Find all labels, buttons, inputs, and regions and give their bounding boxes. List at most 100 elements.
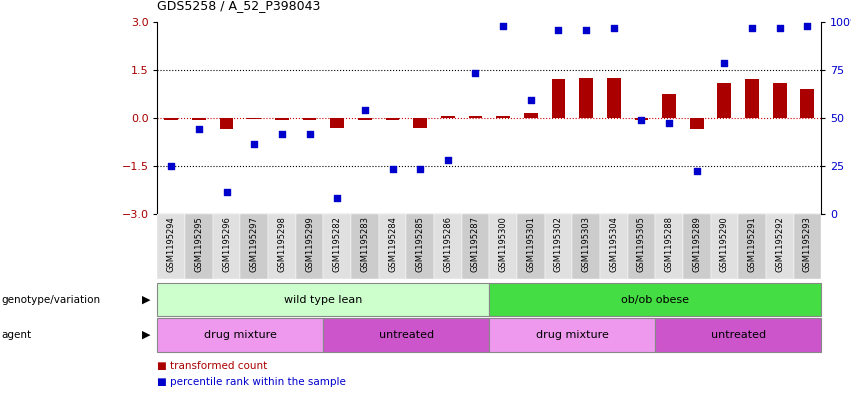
Point [580, 26, 593, 33]
Text: GSM1195291: GSM1195291 [747, 216, 757, 272]
Point [607, 25, 620, 31]
Bar [414, 118, 427, 127]
Text: GSM1195290: GSM1195290 [720, 216, 729, 272]
Text: ■ transformed count: ■ transformed count [157, 361, 268, 371]
Point [662, 119, 676, 126]
Bar [407, 214, 434, 279]
Text: GSM1195283: GSM1195283 [360, 216, 369, 272]
Bar [690, 118, 704, 129]
Point [635, 116, 648, 123]
Bar [496, 116, 510, 118]
Text: GSM1195289: GSM1195289 [692, 216, 701, 272]
Bar [793, 214, 821, 279]
Bar [655, 318, 821, 352]
Text: GDS5258 / A_52_P398043: GDS5258 / A_52_P398043 [157, 0, 321, 12]
Bar [607, 78, 620, 118]
Point [551, 26, 565, 33]
Text: GSM1195293: GSM1195293 [802, 216, 812, 272]
Bar [330, 118, 344, 127]
Text: GSM1195304: GSM1195304 [609, 216, 619, 272]
Text: GSM1195288: GSM1195288 [665, 216, 674, 272]
Point [441, 156, 454, 163]
Bar [351, 214, 379, 279]
Text: wild type lean: wild type lean [284, 295, 363, 305]
Text: ob/ob obese: ob/ob obese [621, 295, 689, 305]
Point [773, 25, 786, 31]
Point [414, 166, 427, 173]
Text: GSM1195297: GSM1195297 [249, 216, 259, 272]
Bar [358, 118, 372, 119]
Bar [268, 214, 296, 279]
Point [690, 168, 704, 174]
Point [386, 166, 399, 173]
Bar [635, 118, 648, 119]
Bar [213, 214, 240, 279]
Point [801, 23, 814, 29]
Bar [323, 318, 489, 352]
Bar [739, 214, 766, 279]
Bar [711, 214, 739, 279]
Text: GSM1195305: GSM1195305 [637, 216, 646, 272]
Text: genotype/variation: genotype/variation [2, 295, 100, 305]
Text: GSM1195295: GSM1195295 [194, 216, 203, 272]
Point [192, 126, 206, 132]
Bar [627, 214, 655, 279]
Text: GSM1195282: GSM1195282 [333, 216, 342, 272]
Bar [157, 283, 489, 316]
Text: GSM1195302: GSM1195302 [554, 216, 563, 272]
Point [330, 195, 344, 201]
Bar [434, 214, 461, 279]
Bar [683, 214, 711, 279]
Bar [524, 113, 538, 118]
Text: agent: agent [2, 330, 31, 340]
Point [745, 25, 759, 31]
Point [164, 163, 178, 169]
Bar [489, 283, 821, 316]
Bar [801, 89, 814, 118]
Point [496, 23, 510, 29]
Text: ▶: ▶ [142, 330, 151, 340]
Text: untreated: untreated [711, 330, 766, 340]
Bar [517, 214, 545, 279]
Text: GSM1195287: GSM1195287 [471, 216, 480, 272]
Point [303, 131, 317, 137]
Bar [489, 214, 517, 279]
Bar [580, 78, 593, 118]
Text: GSM1195294: GSM1195294 [167, 216, 176, 272]
Text: GSM1195284: GSM1195284 [388, 216, 397, 272]
Text: drug mixture: drug mixture [204, 330, 277, 340]
Text: GSM1195285: GSM1195285 [415, 216, 425, 272]
Point [524, 97, 538, 103]
Bar [157, 214, 186, 279]
Text: GSM1195299: GSM1195299 [305, 216, 314, 272]
Text: GSM1195296: GSM1195296 [222, 216, 231, 272]
Bar [386, 118, 399, 119]
Point [469, 70, 483, 76]
Point [248, 140, 261, 147]
Text: GSM1195303: GSM1195303 [581, 216, 591, 272]
Bar [545, 214, 572, 279]
Bar [164, 118, 178, 119]
Text: GSM1195286: GSM1195286 [443, 216, 453, 272]
Text: drug mixture: drug mixture [536, 330, 608, 340]
Bar [662, 94, 676, 118]
Bar [248, 118, 261, 119]
Bar [572, 214, 600, 279]
Point [717, 60, 731, 66]
Bar [489, 318, 655, 352]
Bar [766, 214, 794, 279]
Bar [220, 118, 233, 129]
Text: ■ percentile rank within the sample: ■ percentile rank within the sample [157, 377, 346, 387]
Bar [303, 118, 317, 119]
Bar [600, 214, 627, 279]
Text: untreated: untreated [379, 330, 434, 340]
Bar [241, 214, 268, 279]
Bar [441, 116, 454, 118]
Text: GSM1195298: GSM1195298 [277, 216, 287, 272]
Point [358, 107, 372, 113]
Bar [469, 116, 483, 118]
Text: GSM1195300: GSM1195300 [499, 216, 508, 272]
Bar [186, 214, 213, 279]
Bar [773, 83, 786, 118]
Point [220, 189, 233, 195]
